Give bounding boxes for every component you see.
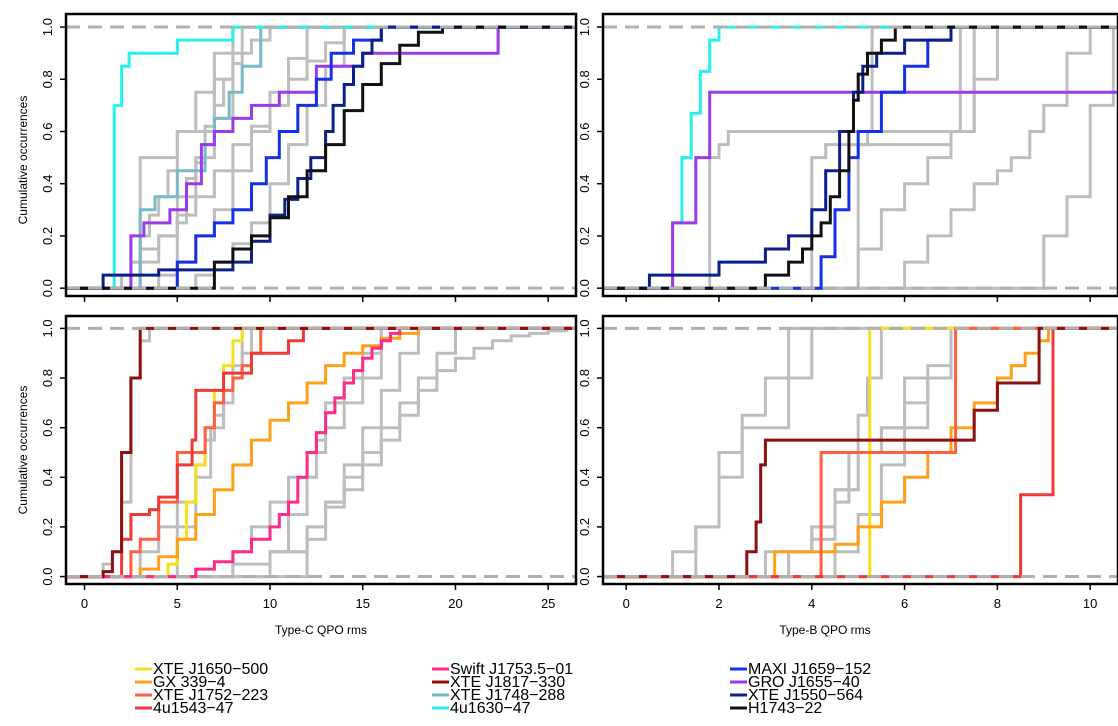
x-axis-label-right: Type-B QPO rms [779,623,870,637]
y-tick-label: 0.4 [577,468,592,486]
x-tick-label: 6 [901,596,908,611]
legend-item-11: H1743−22 [730,700,822,717]
plot-area [603,25,1118,290]
panel-3: 0.0 0.2 0.4 0.6 0.8 1.0 0 5 10 15 20 25 [40,314,578,611]
legend-item-3: 4u1543−47 [135,700,234,717]
series-line-12 [66,326,576,579]
legend-label: XTE J1550−564 [748,687,863,704]
legend-item-4: Swift J1753.5−01 [432,661,573,678]
legend-item-1: GX 339−4 [135,674,226,691]
legend-label: 4u1543−47 [153,700,234,717]
legend-item-2: XTE J1752−223 [135,687,268,704]
y-tick-label: 0.8 [40,70,55,88]
plot-area [66,25,576,290]
x-tick-label: 8 [994,596,1001,611]
series-line-5 [603,326,1118,579]
y-tick-label: 1.0 [577,319,592,337]
legend-item-0: XTE J1650−500 [135,661,268,678]
legend-label: H1743−22 [748,700,822,717]
y-tick-label: 0.4 [40,468,55,486]
legend-label: GRO J1655−40 [748,674,860,691]
series-line-8 [603,326,1118,579]
x-tick-label: 4 [808,596,815,611]
y-tick-label: 0.0 [40,279,55,297]
legend-label: 4u1630−47 [450,700,531,717]
y-tick-label: 1.0 [577,18,592,36]
plot-area [603,326,1118,579]
y-tick-label: 0.8 [577,369,592,387]
x-tick-label: 15 [355,596,369,611]
series-line-8 [66,326,576,579]
y-tick-label: 0.8 [577,70,592,88]
y-tick-label: 0.2 [40,518,55,536]
y-tick-label: 0.6 [577,122,592,140]
y-tick-label: 1.0 [40,319,55,337]
series-line-10 [603,326,1118,579]
y-tick-label: 0.2 [40,227,55,245]
legend-label: XTE J1650−500 [153,661,268,678]
y-axis-label-bottom: Cumulative occurrences [16,386,30,515]
panel-1: 0.0 0.2 0.4 0.6 0.8 1.0 [40,12,578,302]
series-line-11 [66,326,576,579]
series-line-10 [603,25,1118,290]
x-tick-label: 0 [623,596,630,611]
y-tick-label: 0.0 [40,568,55,586]
x-tick-label: 5 [174,596,181,611]
legend-label: XTE J1817−330 [450,674,565,691]
plot-area [66,326,576,579]
legend-item-8: MAXI J1659−152 [730,661,871,678]
y-tick-label: 0.6 [577,419,592,437]
series-line-4 [603,25,1118,290]
series-line-8 [66,25,576,290]
legend-label: Swift J1753.5−01 [450,661,573,678]
y-tick-label: 0.4 [577,175,592,193]
series-line-4 [603,326,1118,579]
x-axis-label-left: Type-C QPO rms [275,623,367,637]
series-line-5 [603,25,1118,290]
y-tick-label: 0.6 [40,122,55,140]
y-tick-label: 0.0 [577,279,592,297]
series-line-12 [66,25,576,290]
y-tick-label: 0.2 [577,227,592,245]
x-tick-label: 25 [541,596,555,611]
legend-label: MAXI J1659−152 [748,661,871,678]
y-tick-label: 1.0 [40,18,55,36]
legend-item-7: 4u1630−47 [432,700,531,717]
legend-item-9: GRO J1655−40 [730,674,860,691]
panel-frame [64,314,578,586]
panel-frame [601,12,1118,298]
panel-2: 0.0 0.2 0.4 0.6 0.8 1.0 [577,12,1118,302]
series-line-10 [66,25,576,290]
y-tick-label: 0.4 [40,175,55,193]
x-tick-label: 2 [715,596,722,611]
series-line-7 [603,90,1118,290]
panel-frame [64,12,578,298]
panel-4: 0.0 0.2 0.4 0.6 0.8 1.0 0 2 4 6 8 10 [577,314,1118,611]
series-line-9 [66,25,576,290]
y-tick-label: 0.0 [577,568,592,586]
x-tick-label: 0 [81,596,88,611]
legend-item-5: XTE J1817−330 [432,674,565,691]
panels-group: 0.00.20.40.60.81.00.00.20.40.60.81.00.00… [40,12,1118,611]
series-line-9 [603,25,1118,290]
x-tick-label: 20 [448,596,462,611]
series-line-3 [603,25,1118,290]
series-line-6 [66,326,576,579]
x-tick-label: 10 [1083,596,1097,611]
y-tick-label: 0.6 [40,419,55,437]
y-tick-label: 0.2 [577,518,592,536]
legend-item-6: XTE J1748−288 [432,687,565,704]
y-tick-label: 0.8 [40,369,55,387]
y-axis-label-top: Cumulative occurrences [16,96,30,225]
panel-frame [601,314,1118,586]
series-line-11 [66,25,576,290]
legend-item-10: XTE J1550−564 [730,687,863,704]
legend-label: XTE J1752−223 [153,687,268,704]
legend-label: XTE J1748−288 [450,687,565,704]
legend-label: GX 339−4 [153,674,226,691]
x-tick-label: 10 [263,596,277,611]
